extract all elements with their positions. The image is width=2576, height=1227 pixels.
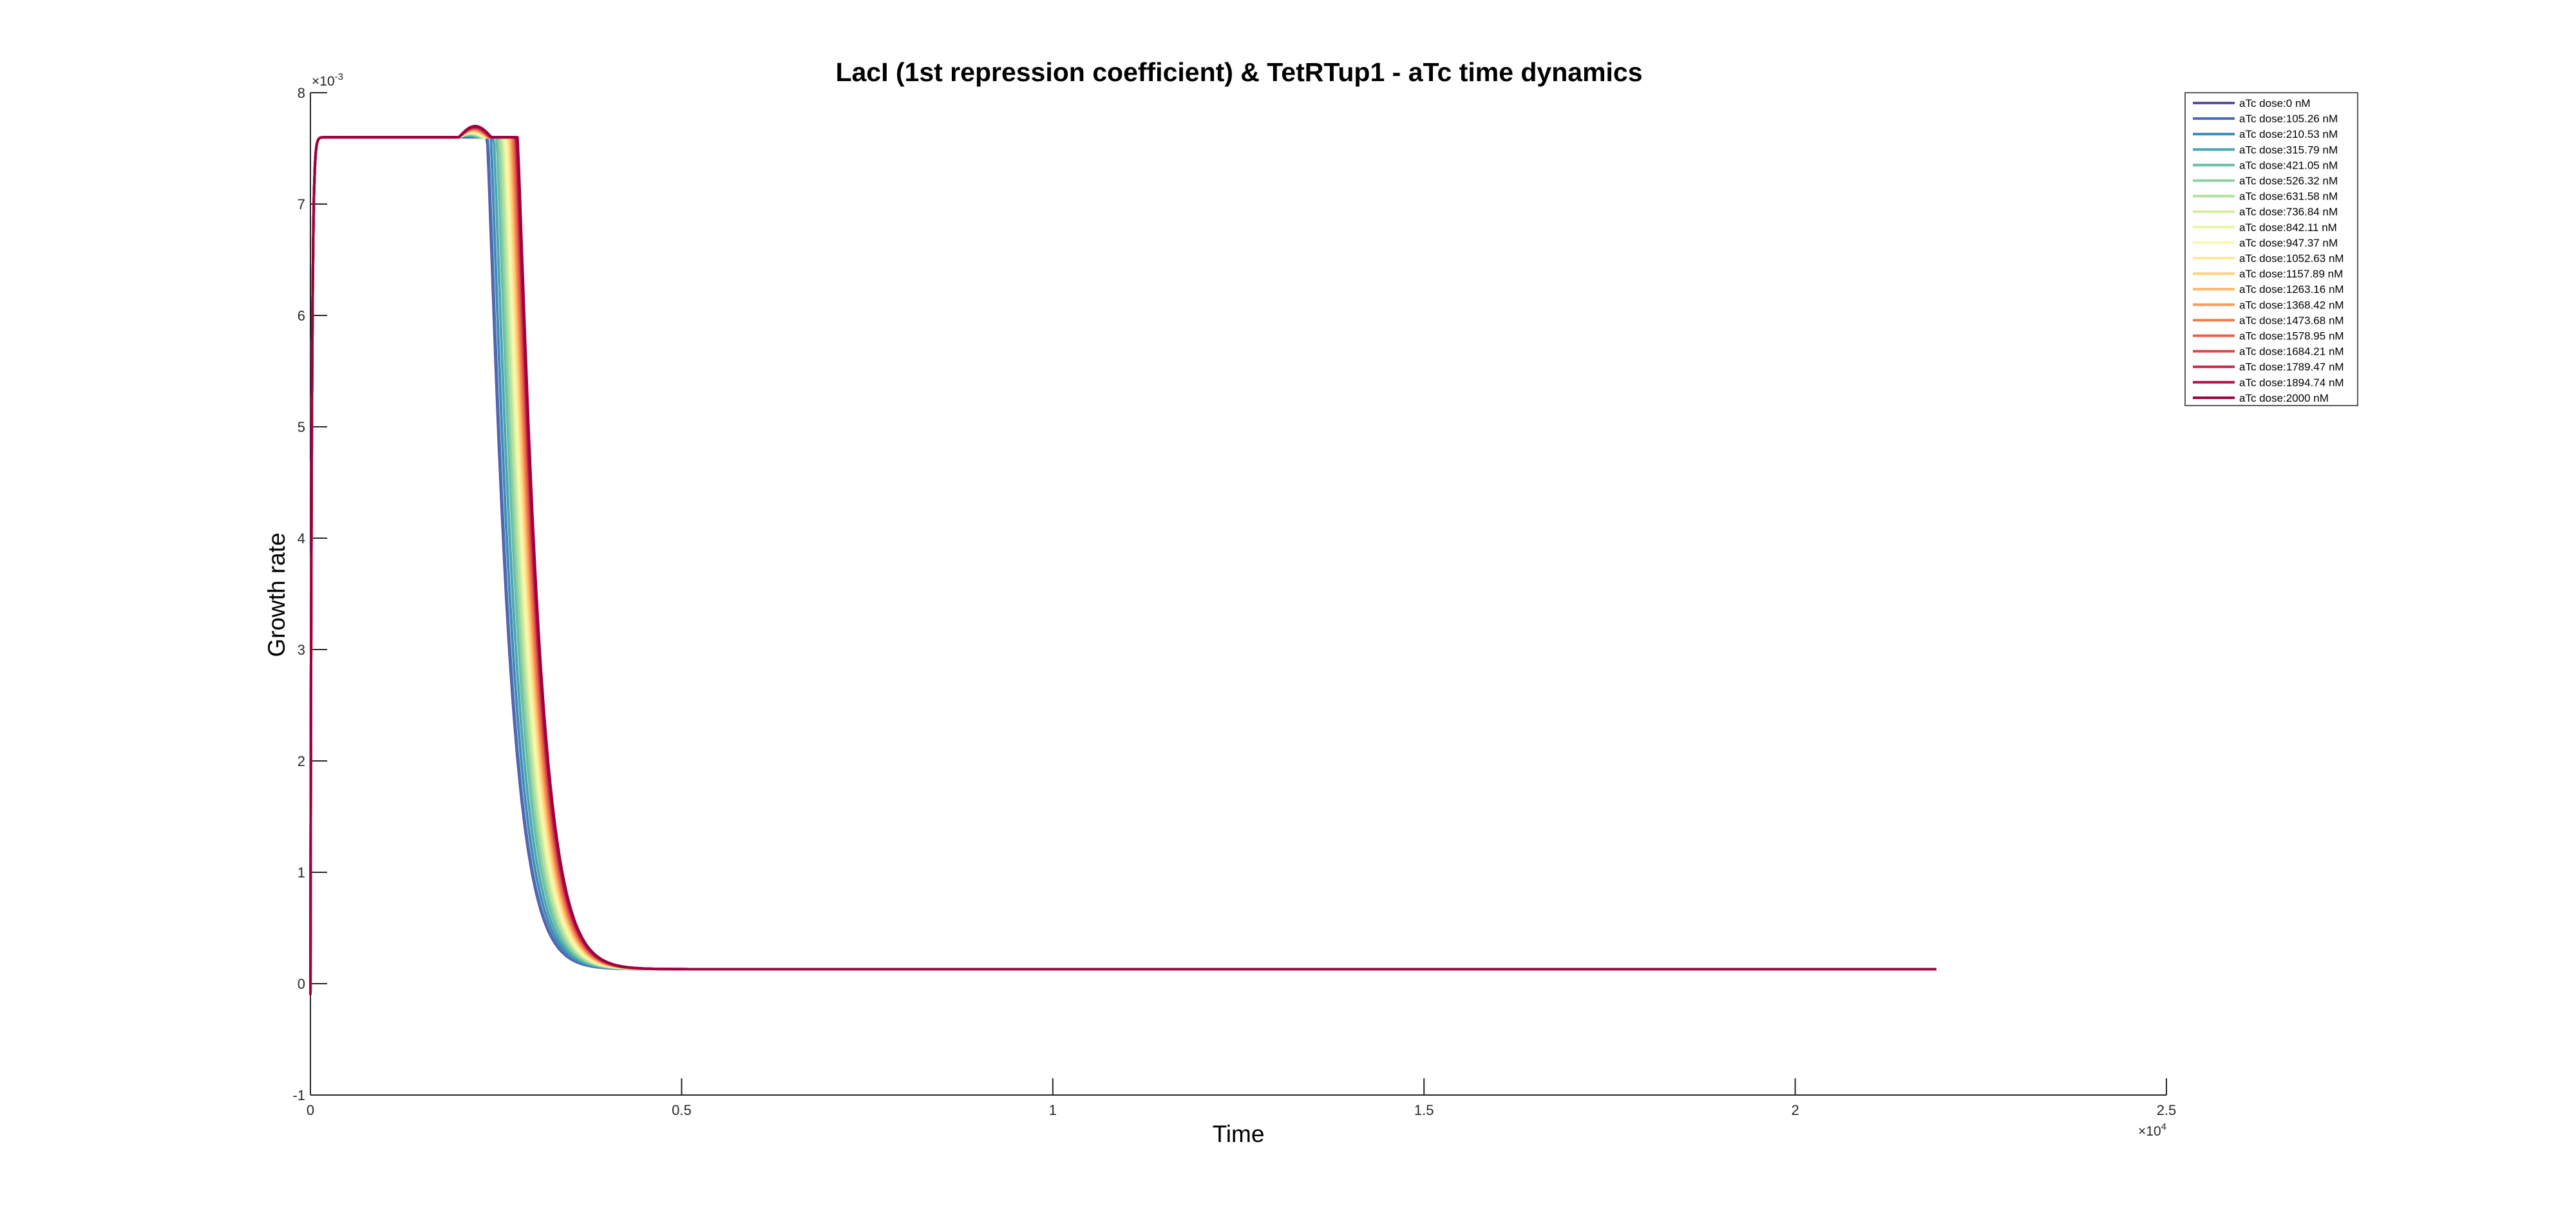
legend: aTc dose:0 nM aTc dose:105.26 nM aTc dose:…	[2184, 92, 2358, 406]
legend-label: aTc dose:631.58 nM	[2239, 191, 2338, 203]
legend-label: aTc dose:736.84 nM	[2239, 206, 2338, 218]
x-axis-label: Time	[1213, 1121, 1265, 1147]
legend-box	[2184, 92, 2358, 406]
x-tick-label: 1	[1049, 1102, 1057, 1118]
legend-label: aTc dose:0 nM	[2239, 97, 2311, 109]
legend-label: aTc dose:1789.47 nM	[2239, 361, 2344, 373]
y-tick-label: 0	[298, 976, 305, 992]
legend-label: aTc dose:210.53 nM	[2239, 128, 2338, 140]
y-tick-label: 6	[298, 308, 305, 324]
y-tick-label: 2	[298, 753, 305, 769]
series-line	[309, 124, 1937, 995]
legend-label: aTc dose:1157.89 nM	[2239, 268, 2343, 280]
y-axis-label: Growth rate	[263, 532, 290, 657]
legend-label: aTc dose:842.11 nM	[2239, 221, 2337, 234]
legend-label: aTc dose:1894.74 nM	[2239, 377, 2344, 389]
x-tick-label: 2.5	[2157, 1102, 2177, 1118]
y-ticks: -1 0 1 2 3 4 5 6 7 8	[292, 85, 327, 1103]
legend-label: aTc dose:315.79 nM	[2239, 144, 2338, 156]
legend-label: aTc dose:421.05 nM	[2239, 159, 2338, 171]
legend-label: aTc dose:1578.95 nM	[2239, 330, 2344, 342]
y-tick-label: 1	[298, 865, 305, 881]
x-tick-label: 0.5	[672, 1102, 692, 1118]
legend-label: aTc dose:947.37 nM	[2239, 237, 2338, 249]
x-tick-label: 2	[1791, 1102, 1799, 1118]
y-exponent-label: ×10-3	[312, 71, 343, 89]
x-exponent-label: ×104	[2138, 1121, 2166, 1139]
x-tick-label: 0	[307, 1102, 314, 1118]
legend-label: aTc dose:1473.68 nM	[2239, 314, 2344, 326]
legend-label: aTc dose:1368.42 nM	[2239, 299, 2344, 311]
legend-label: aTc dose:2000 nM	[2239, 392, 2329, 404]
y-tick-label: 4	[298, 530, 305, 547]
legend-label: aTc dose:526.32 nM	[2239, 175, 2338, 187]
x-tick-label: 1.5	[1414, 1102, 1434, 1118]
series-lines	[309, 124, 1937, 995]
y-tick-label: 7	[298, 196, 305, 212]
y-tick-label: -1	[292, 1087, 305, 1103]
legend-label: aTc dose:105.26 nM	[2239, 113, 2338, 125]
legend-label: aTc dose:1684.21 nM	[2239, 346, 2344, 358]
legend-label: aTc dose:1263.16 nM	[2239, 283, 2344, 295]
chart-title: LacI (1st repression coefficient) & TetR…	[835, 57, 1642, 87]
x-ticks: 0 0.5 1 1.5 2 2.5	[307, 1078, 2176, 1118]
y-tick-label: 8	[298, 85, 305, 101]
legend-label: aTc dose:1052.63 nM	[2239, 252, 2344, 265]
y-tick-label: 3	[298, 642, 305, 658]
y-tick-label: 5	[298, 419, 305, 435]
